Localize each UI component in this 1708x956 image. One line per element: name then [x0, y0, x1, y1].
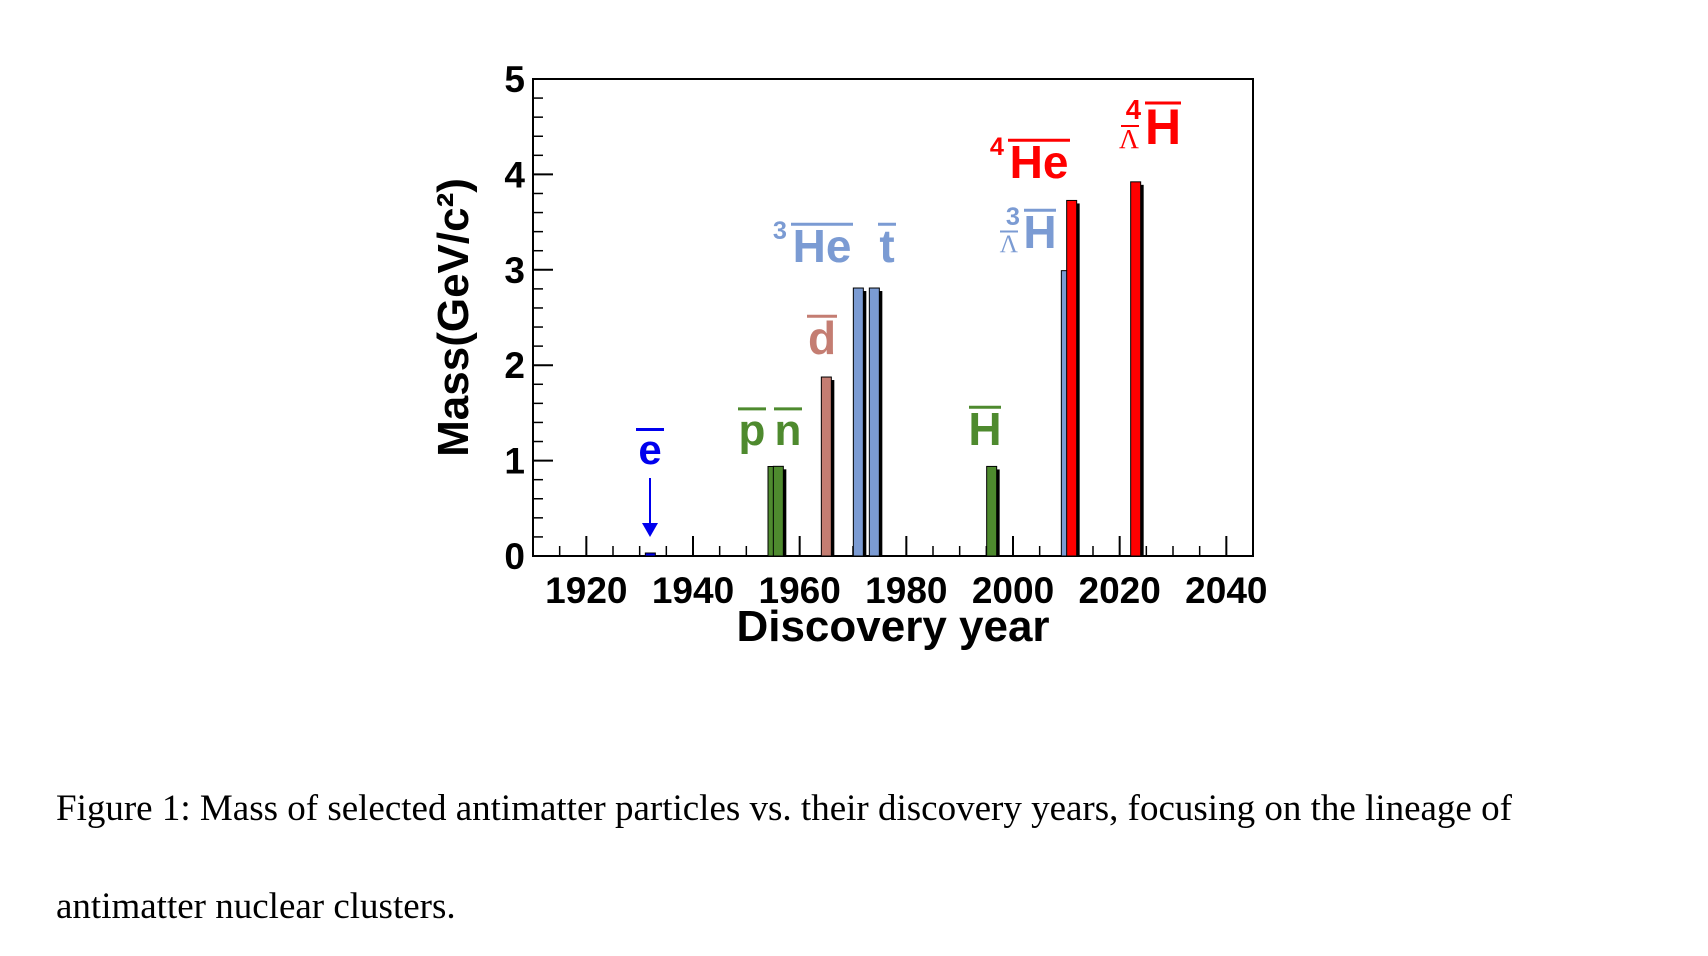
bar — [1130, 181, 1142, 557]
bar — [772, 465, 784, 557]
label-h3l: H3Λ — [1000, 203, 1057, 258]
x-tick-label: 1920 — [545, 570, 627, 611]
bar-8 — [1066, 199, 1080, 557]
plot-frame — [532, 78, 1254, 557]
x-axis: 1920 1940 1960 1980 2000 2020 2040 — [532, 536, 1267, 611]
label-superscript: 3 — [773, 217, 787, 245]
y-tick-label: 2 — [504, 345, 525, 386]
label-hbar: H — [968, 403, 1001, 455]
bar-0 — [644, 552, 656, 557]
label-text: H — [968, 403, 1001, 455]
y-tick-label: 4 — [504, 154, 525, 195]
label-text: He — [1010, 136, 1069, 188]
label-text: H — [1023, 206, 1056, 258]
label-tbar: t — [878, 220, 896, 272]
x-tick-label: 1940 — [652, 570, 734, 611]
bar — [852, 287, 864, 557]
label-text: H — [1145, 99, 1181, 155]
label-he3: He3 — [773, 217, 853, 272]
bar-5 — [868, 287, 883, 557]
label-superscript: 3 — [1006, 203, 1020, 231]
bar — [986, 465, 998, 557]
label-dbar: d — [807, 312, 837, 364]
label-text: p — [739, 406, 766, 455]
label-h4l: H4Λ — [1119, 94, 1181, 155]
bars — [644, 181, 1144, 557]
label-superscript: 4 — [1126, 94, 1142, 125]
bar — [644, 552, 656, 557]
figure-caption: Figure 1: Mass of selected antimatter pa… — [56, 788, 1512, 927]
y-tick-label: 3 — [504, 250, 525, 291]
bar — [1066, 199, 1078, 557]
x-tick-label: 1960 — [759, 570, 841, 611]
bar — [820, 376, 832, 557]
x-tick-label: 2020 — [1079, 570, 1161, 611]
bar — [868, 287, 880, 557]
y-tick-label: 0 — [504, 536, 525, 577]
bar-2 — [772, 465, 787, 557]
label-ebar: e — [636, 426, 664, 473]
label-text: e — [638, 426, 661, 473]
bar-4 — [852, 287, 867, 557]
bar-9 — [1130, 181, 1144, 557]
label-nbar: n — [774, 406, 802, 455]
x-tick-label: 1980 — [865, 570, 947, 611]
bar-3 — [820, 376, 835, 557]
label-text: n — [775, 406, 802, 455]
label-text: t — [879, 220, 894, 272]
label-subscript: Λ — [1000, 230, 1019, 258]
label-pbar: p — [738, 406, 766, 455]
y-axis-title: Mass(GeV/c²) — [429, 178, 478, 457]
label-text: d — [808, 312, 836, 364]
y-tick-label: 1 — [504, 441, 525, 482]
label-he4: He4 — [990, 133, 1070, 188]
label-subscript: Λ — [1119, 123, 1139, 154]
ebar-arrow — [642, 478, 658, 537]
label-text: He — [793, 220, 852, 272]
x-tick-label: 2000 — [972, 570, 1054, 611]
x-axis-title: Discovery year — [736, 602, 1049, 651]
arrow-head — [642, 523, 658, 537]
x-tick-label: 2040 — [1185, 570, 1267, 611]
y-axis: 0 1 2 3 4 5 — [504, 59, 553, 577]
y-tick-label: 5 — [504, 59, 525, 100]
label-superscript: 4 — [990, 133, 1004, 161]
bar-6 — [986, 465, 1000, 557]
